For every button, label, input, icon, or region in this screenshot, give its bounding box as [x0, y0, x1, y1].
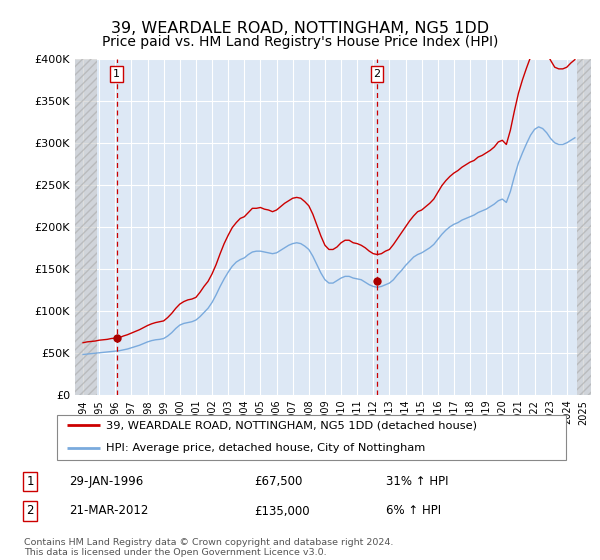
Text: 6% ↑ HPI: 6% ↑ HPI	[386, 505, 442, 517]
Text: Price paid vs. HM Land Registry's House Price Index (HPI): Price paid vs. HM Land Registry's House …	[102, 35, 498, 49]
Text: 1: 1	[113, 69, 120, 79]
Text: 2: 2	[373, 69, 380, 79]
Text: 39, WEARDALE ROAD, NOTTINGHAM, NG5 1DD: 39, WEARDALE ROAD, NOTTINGHAM, NG5 1DD	[111, 21, 489, 36]
Text: 31% ↑ HPI: 31% ↑ HPI	[386, 475, 449, 488]
Text: 1: 1	[26, 475, 34, 488]
Text: 2: 2	[26, 505, 34, 517]
Text: £135,000: £135,000	[254, 505, 310, 517]
Text: 39, WEARDALE ROAD, NOTTINGHAM, NG5 1DD (detached house): 39, WEARDALE ROAD, NOTTINGHAM, NG5 1DD (…	[106, 420, 476, 430]
Bar	[75, 59, 97, 395]
Text: 21-MAR-2012: 21-MAR-2012	[70, 505, 149, 517]
Bar	[577, 59, 591, 395]
Text: Contains HM Land Registry data © Crown copyright and database right 2024.
This d: Contains HM Land Registry data © Crown c…	[24, 538, 394, 557]
FancyBboxPatch shape	[56, 415, 566, 460]
Text: 29-JAN-1996: 29-JAN-1996	[70, 475, 144, 488]
Text: £67,500: £67,500	[254, 475, 302, 488]
Text: HPI: Average price, detached house, City of Nottingham: HPI: Average price, detached house, City…	[106, 443, 425, 453]
